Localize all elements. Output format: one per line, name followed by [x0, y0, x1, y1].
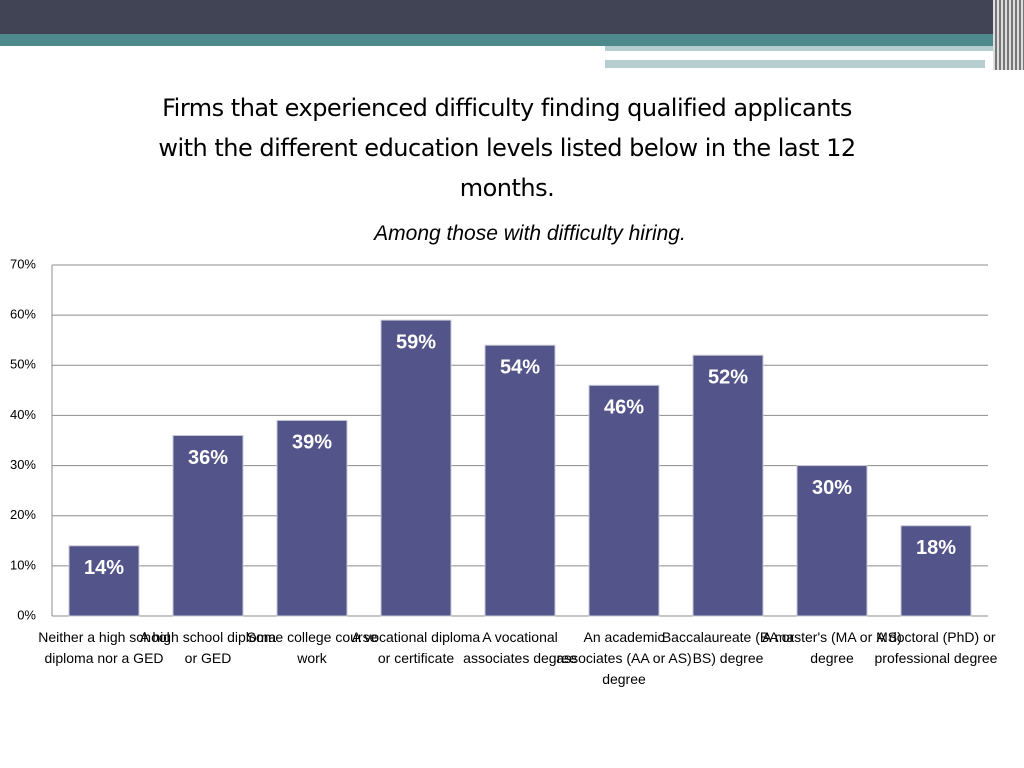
y-tick-label: 40%: [10, 407, 36, 422]
x-tick-label: A master's (MA or MS) degree: [762, 629, 902, 666]
data-label: 46%: [604, 397, 644, 419]
data-label: 30%: [812, 477, 852, 499]
data-label: 59%: [396, 331, 436, 353]
bar: [796, 465, 868, 617]
y-tick-label: 50%: [10, 357, 36, 372]
chart-title: Firms that experienced difficulty findin…: [158, 94, 856, 202]
chart-subtitle: Among those with difficulty hiring.: [374, 222, 686, 245]
header-lines: [993, 0, 1024, 70]
x-tick-label: A high school diploma or GED: [139, 629, 277, 666]
bar: [68, 545, 140, 617]
bar: [588, 384, 660, 617]
x-tick-label: An academic associates (AA or AS) degree: [556, 629, 692, 687]
y-tick-label: 70%: [10, 256, 36, 271]
x-tick-label: Some college course work: [246, 629, 378, 666]
bar: [380, 319, 452, 617]
data-label: 52%: [708, 367, 748, 389]
data-label: 39%: [292, 432, 332, 454]
bar: [484, 344, 556, 617]
header-bar: [0, 0, 1024, 34]
bar: [900, 525, 972, 617]
header-stripe: [0, 34, 1024, 46]
x-tick-label: Baccalaureate (BA or BS) degree: [661, 629, 795, 666]
y-tick-label: 30%: [10, 457, 36, 472]
data-label: 54%: [500, 357, 540, 379]
y-tick-label: 10%: [10, 557, 36, 572]
header-stripe: [605, 60, 985, 68]
data-label: 18%: [916, 537, 956, 559]
x-tick-label: A doctoral (PhD) or professional degree: [874, 629, 998, 666]
bar: [276, 419, 348, 617]
x-tick-label: A vocational associates degree: [463, 629, 577, 666]
header-stripe: [605, 46, 1005, 51]
y-tick-label: 20%: [10, 507, 36, 522]
data-label: 36%: [188, 447, 228, 469]
x-tick-label: Neither a high school diploma nor a GED: [38, 629, 170, 666]
bar: [172, 434, 244, 617]
x-tick-label: A vocational diploma or certificate: [351, 629, 481, 666]
data-label: 14%: [84, 557, 124, 579]
y-tick-label: 60%: [10, 307, 36, 322]
y-tick-label: 0%: [17, 607, 36, 622]
bar: [692, 354, 764, 617]
